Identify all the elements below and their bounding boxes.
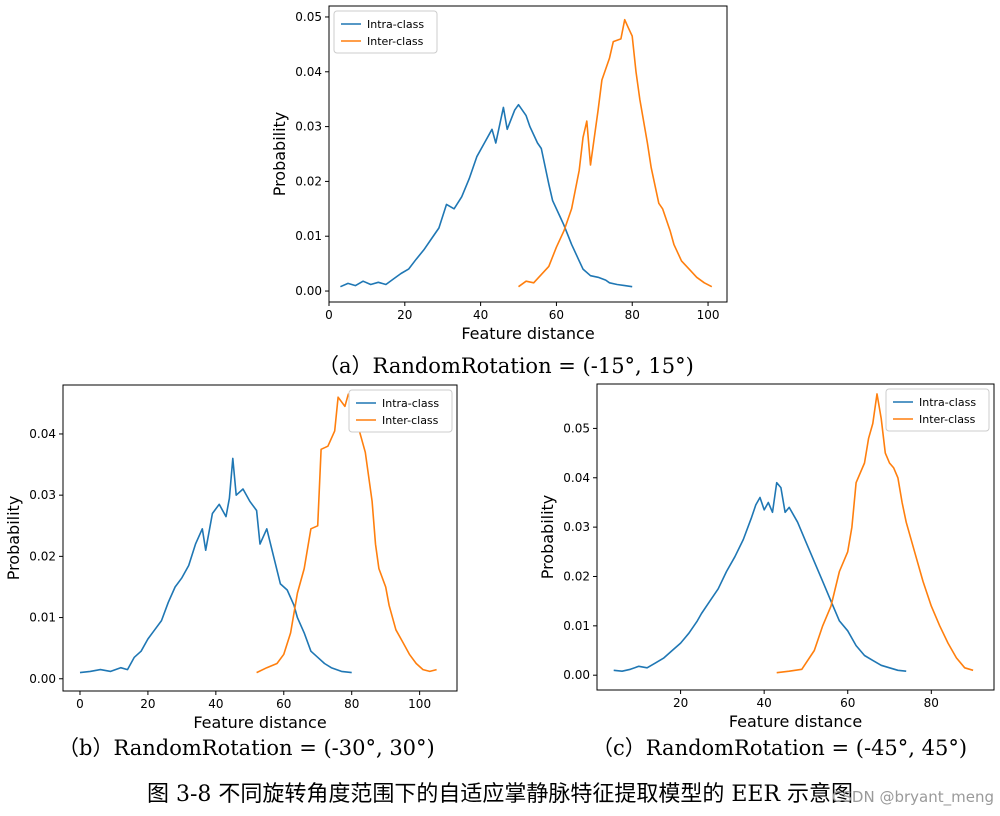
x-tick-label: 20 [673,696,688,710]
y-tick-label: 0.01 [563,619,590,633]
x-tick-label: 80 [924,696,939,710]
plot-frame [596,383,995,691]
series-line-inter-class [776,393,974,674]
series-line-inter-class [518,18,713,288]
y-tick-label: 0.00 [295,284,322,298]
legend-label: Intra-class [919,396,976,409]
x-tick-label: 100 [408,697,431,711]
y-tick-label: 0.01 [295,229,322,243]
caption-a: （a）RandomRotation = (-15°, 15°) [318,354,694,378]
y-axis-label: Probability [270,112,289,197]
x-tick-label: 20 [140,697,155,711]
x-tick-label: 80 [344,697,359,711]
x-tick-label: 40 [757,696,772,710]
y-tick-label: 0.01 [29,611,56,625]
y-tick-label: 0.03 [563,520,590,534]
legend-label: Intra-class [382,397,439,410]
series-line-intra-class [340,103,633,288]
y-tick-label: 0.02 [295,174,322,188]
x-tick-label: 20 [397,308,412,322]
x-axis-label: Feature distance [729,712,862,731]
series-line-intra-class [613,481,907,673]
x-tick-label: 0 [76,697,84,711]
y-tick-label: 0.03 [29,488,56,502]
caption-c: （c）RandomRotation = (-45°, 45°) [592,736,968,760]
caption-b: （b）RandomRotation = (-30°, 30°) [58,736,435,760]
plot-frame [328,5,728,303]
legend-box [333,10,438,54]
figure-caption: 图 3-8 不同旋转角度范围下的自适应掌静脉特征提取模型的 EER 示意图 [146,782,854,807]
legend-label: Inter-class [382,414,439,427]
y-tick-label: 0.03 [295,120,322,134]
x-tick-label: 80 [625,308,640,322]
y-tick-label: 0.02 [563,569,590,583]
y-tick-label: 0.05 [295,10,322,24]
y-tick-label: 0.05 [563,421,590,435]
y-tick-label: 0.02 [29,549,56,563]
x-tick-label: 40 [473,308,488,322]
chart-c: 20 40 60 80 0.00 0.01 0.02 0.03 0.04 0.05 Feature … [538,383,995,731]
y-axis-label: Probability [4,496,23,581]
x-tick-label: 0 [325,308,333,322]
legend-box [348,389,453,433]
chart-b: 0 20 40 60 80 100 0.00 0.01 0.02 0.03 0.04 Feature … [4,384,458,732]
watermark: CSDN @bryant_meng [831,788,994,806]
legend-label: Inter-class [367,35,424,48]
legend-label: Inter-class [919,413,976,426]
x-tick-label: 100 [697,308,720,322]
y-tick-label: 0.04 [29,427,56,441]
x-tick-label: 60 [276,697,291,711]
x-axis-label: Feature distance [461,324,594,343]
x-tick-label: 40 [208,697,223,711]
legend-label: Intra-class [367,18,424,31]
y-tick-label: 0.04 [295,65,322,79]
y-axis-label: Probability [538,495,557,580]
chart-a: 0 20 40 60 80 100 0.00 0.01 0.02 0.03 0.04 0.05 Feat… [270,5,728,343]
legend-box [885,388,990,432]
y-tick-label: 0.04 [563,471,590,485]
series-line-intra-class [79,457,352,674]
x-tick-label: 60 [549,308,564,322]
x-axis-label: Feature distance [193,713,326,732]
y-tick-label: 0.00 [29,672,56,686]
y-tick-label: 0.00 [563,668,590,682]
x-tick-label: 60 [840,696,855,710]
